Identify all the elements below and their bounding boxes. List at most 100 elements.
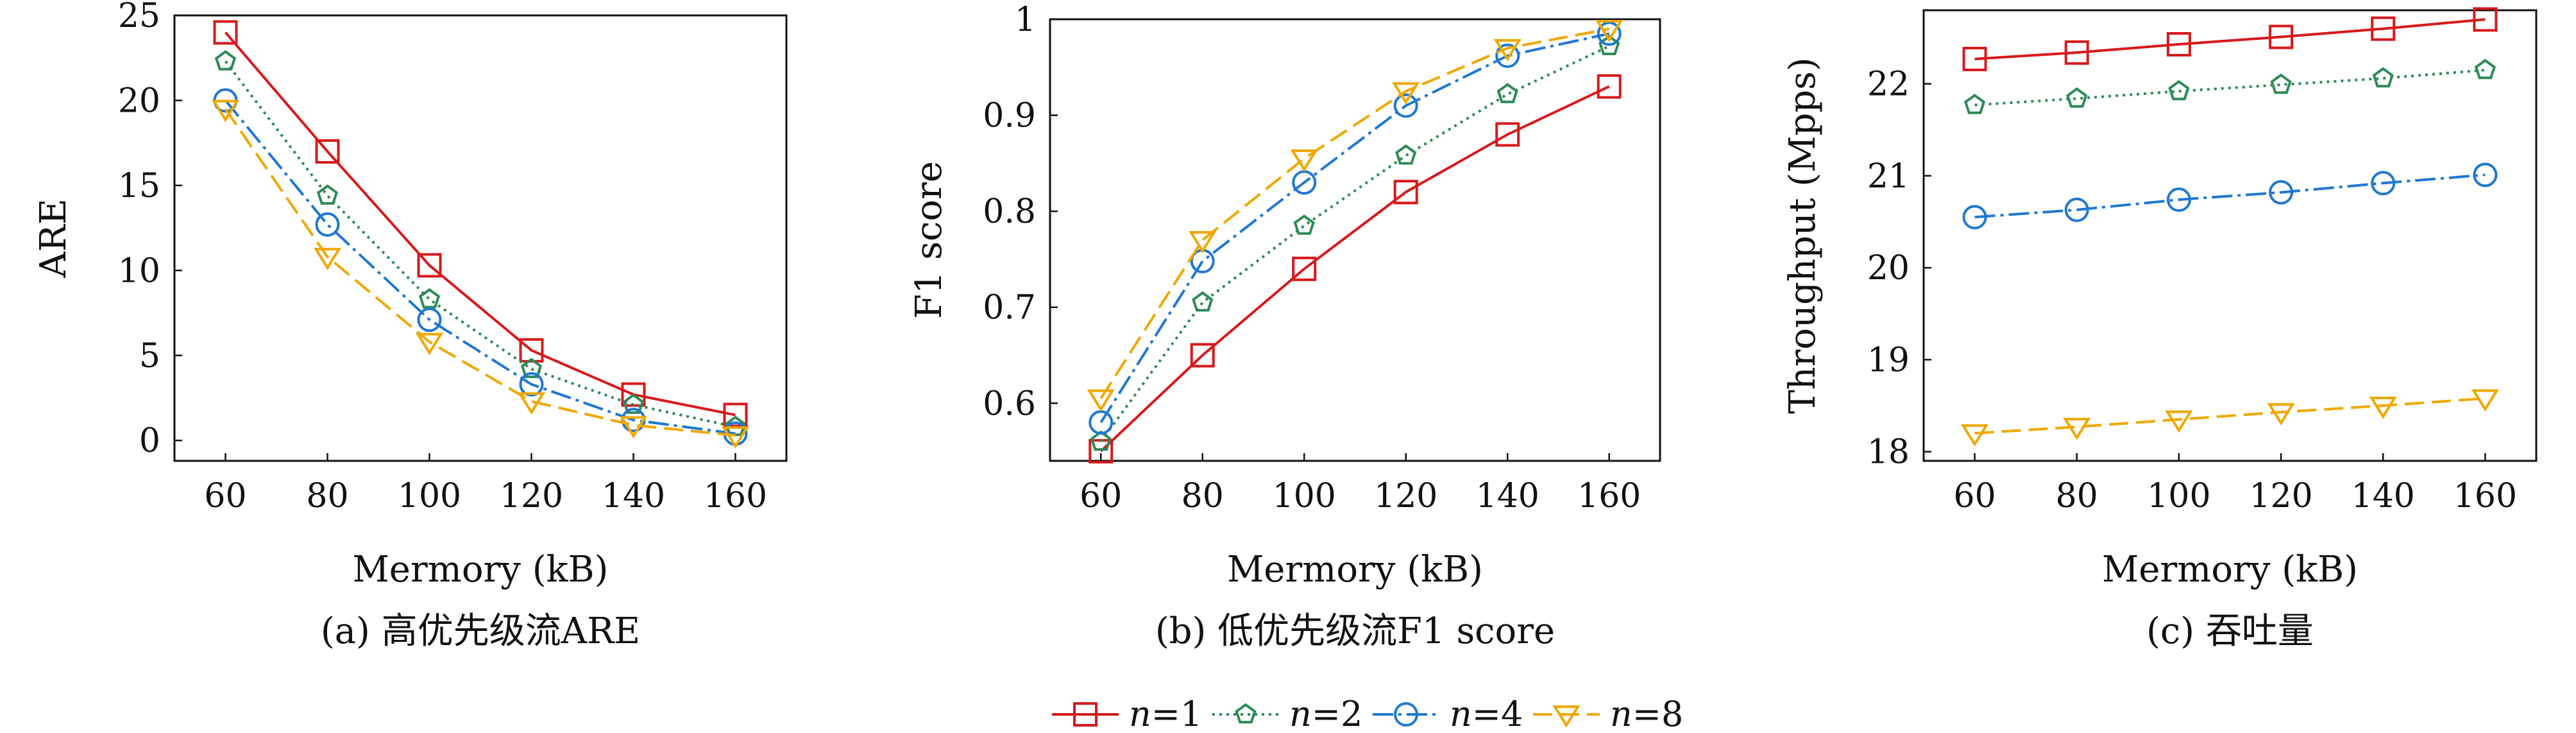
data-point bbox=[2473, 162, 2498, 187]
legend-marker bbox=[1073, 702, 1097, 727]
series-2 bbox=[1963, 58, 2496, 114]
series-line bbox=[1099, 32, 1610, 424]
data-point bbox=[417, 307, 442, 332]
data-point bbox=[316, 184, 339, 205]
legend-var: n bbox=[1610, 694, 1632, 733]
y-tick-label: 0.9 bbox=[983, 97, 1036, 135]
series-2 bbox=[214, 50, 747, 436]
x-tick-label: 160 bbox=[2453, 477, 2517, 515]
data-point bbox=[1292, 256, 1317, 281]
legend: n=1 n=2 n=4 n=8 bbox=[1052, 694, 1683, 733]
y-tick-label: 5 bbox=[139, 337, 160, 375]
data-point bbox=[1496, 83, 1518, 103]
x-tick-label: 60 bbox=[204, 477, 246, 515]
y-tick-label: 19 bbox=[1867, 341, 1910, 379]
legend-label: n=4 bbox=[1450, 694, 1523, 733]
subplot-caption: (c) 吞吐量 bbox=[2146, 610, 2314, 652]
legend-eq: =8 bbox=[1632, 694, 1684, 733]
legend-entry-2: n=2 bbox=[1212, 694, 1362, 733]
data-point bbox=[214, 50, 237, 71]
plot-frame bbox=[1049, 18, 1661, 462]
data-point bbox=[1395, 144, 1417, 165]
data-point bbox=[619, 416, 648, 439]
legend-eq: =4 bbox=[1472, 694, 1523, 733]
series-line bbox=[224, 31, 736, 417]
legend-entry-1: n=1 bbox=[1052, 694, 1202, 733]
legend-eq: =2 bbox=[1312, 694, 1363, 733]
chart-panel-2: 60 80 100 120 140 160 0.6 0.7 0.8 0.9 1 Mermory (kB… bbox=[908, 1, 1661, 652]
y-tick-label: 21 bbox=[1867, 157, 1910, 196]
y-tick-label: 22 bbox=[1867, 65, 1910, 104]
legend-label: n=2 bbox=[1289, 694, 1362, 733]
data-point bbox=[417, 253, 442, 278]
y-axis-label: F1 score bbox=[908, 161, 950, 319]
series-3 bbox=[1962, 162, 2498, 230]
series-3 bbox=[1089, 21, 1622, 435]
y-tick-label: 0 bbox=[139, 422, 160, 460]
series-4 bbox=[1087, 19, 1623, 412]
y-tick-label: 0.6 bbox=[983, 384, 1036, 423]
data-point bbox=[1189, 231, 1217, 254]
x-tick-label: 80 bbox=[306, 477, 348, 515]
data-point bbox=[1392, 82, 1420, 105]
data-point bbox=[2269, 24, 2294, 49]
data-point bbox=[1597, 74, 1622, 99]
data-point bbox=[2471, 389, 2500, 412]
y-tick-label: 25 bbox=[118, 0, 160, 35]
plot-frame bbox=[173, 14, 788, 462]
data-point bbox=[2267, 403, 2295, 426]
subplot-caption: (b) 低优先级流F1 score bbox=[1155, 610, 1555, 652]
legend-var: n bbox=[1289, 694, 1312, 733]
y-tick-label: 15 bbox=[118, 167, 160, 205]
x-tick-label: 100 bbox=[2147, 477, 2210, 515]
y-tick-label: 0.7 bbox=[983, 289, 1036, 327]
data-point bbox=[1962, 205, 1987, 230]
data-point bbox=[2371, 171, 2396, 196]
x-tick-label: 120 bbox=[2249, 477, 2312, 515]
y-tick-label: 20 bbox=[118, 82, 160, 120]
data-point bbox=[2371, 16, 2396, 41]
data-point bbox=[313, 248, 342, 270]
x-tick-label: 160 bbox=[704, 477, 767, 515]
x-axis-label: Mermory (kB) bbox=[352, 549, 608, 591]
data-point bbox=[520, 358, 543, 379]
x-tick-label: 140 bbox=[602, 477, 665, 515]
y-axis-label: ARE bbox=[33, 198, 74, 278]
data-point bbox=[2474, 58, 2496, 80]
series-line bbox=[1099, 45, 1610, 443]
legend-entry-3: n=4 bbox=[1373, 694, 1523, 733]
x-tick-label: 120 bbox=[1374, 477, 1437, 515]
data-point bbox=[2064, 197, 2089, 222]
x-axis-label: Mermory (kB) bbox=[1227, 549, 1483, 591]
y-tick-label: 18 bbox=[1867, 433, 1910, 472]
series-line bbox=[1974, 397, 2486, 435]
series-4 bbox=[211, 99, 750, 449]
x-tick-label: 60 bbox=[1080, 477, 1122, 515]
y-tick-label: 10 bbox=[118, 252, 160, 290]
legend-label: n=1 bbox=[1129, 694, 1202, 733]
series-line bbox=[1099, 28, 1610, 399]
data-point bbox=[1493, 39, 1521, 62]
data-point bbox=[1192, 291, 1214, 312]
data-point bbox=[1595, 19, 1623, 42]
data-point bbox=[1393, 180, 1418, 205]
data-point bbox=[517, 392, 546, 415]
data-point bbox=[1087, 389, 1115, 412]
x-tick-label: 100 bbox=[1273, 477, 1336, 515]
data-point bbox=[519, 338, 544, 363]
data-point bbox=[2473, 7, 2498, 32]
data-point bbox=[622, 393, 645, 414]
x-tick-label: 80 bbox=[1182, 477, 1224, 515]
data-point bbox=[2064, 40, 2089, 65]
data-point bbox=[1290, 149, 1318, 172]
data-point bbox=[1495, 43, 1520, 68]
data-point bbox=[1293, 214, 1315, 235]
data-point bbox=[519, 372, 544, 397]
data-point bbox=[1597, 21, 1622, 46]
x-tick-label: 60 bbox=[1953, 477, 1996, 515]
data-point bbox=[1089, 410, 1114, 435]
legend-var: n bbox=[1450, 694, 1472, 733]
data-point bbox=[213, 20, 238, 45]
series-1 bbox=[213, 20, 748, 427]
